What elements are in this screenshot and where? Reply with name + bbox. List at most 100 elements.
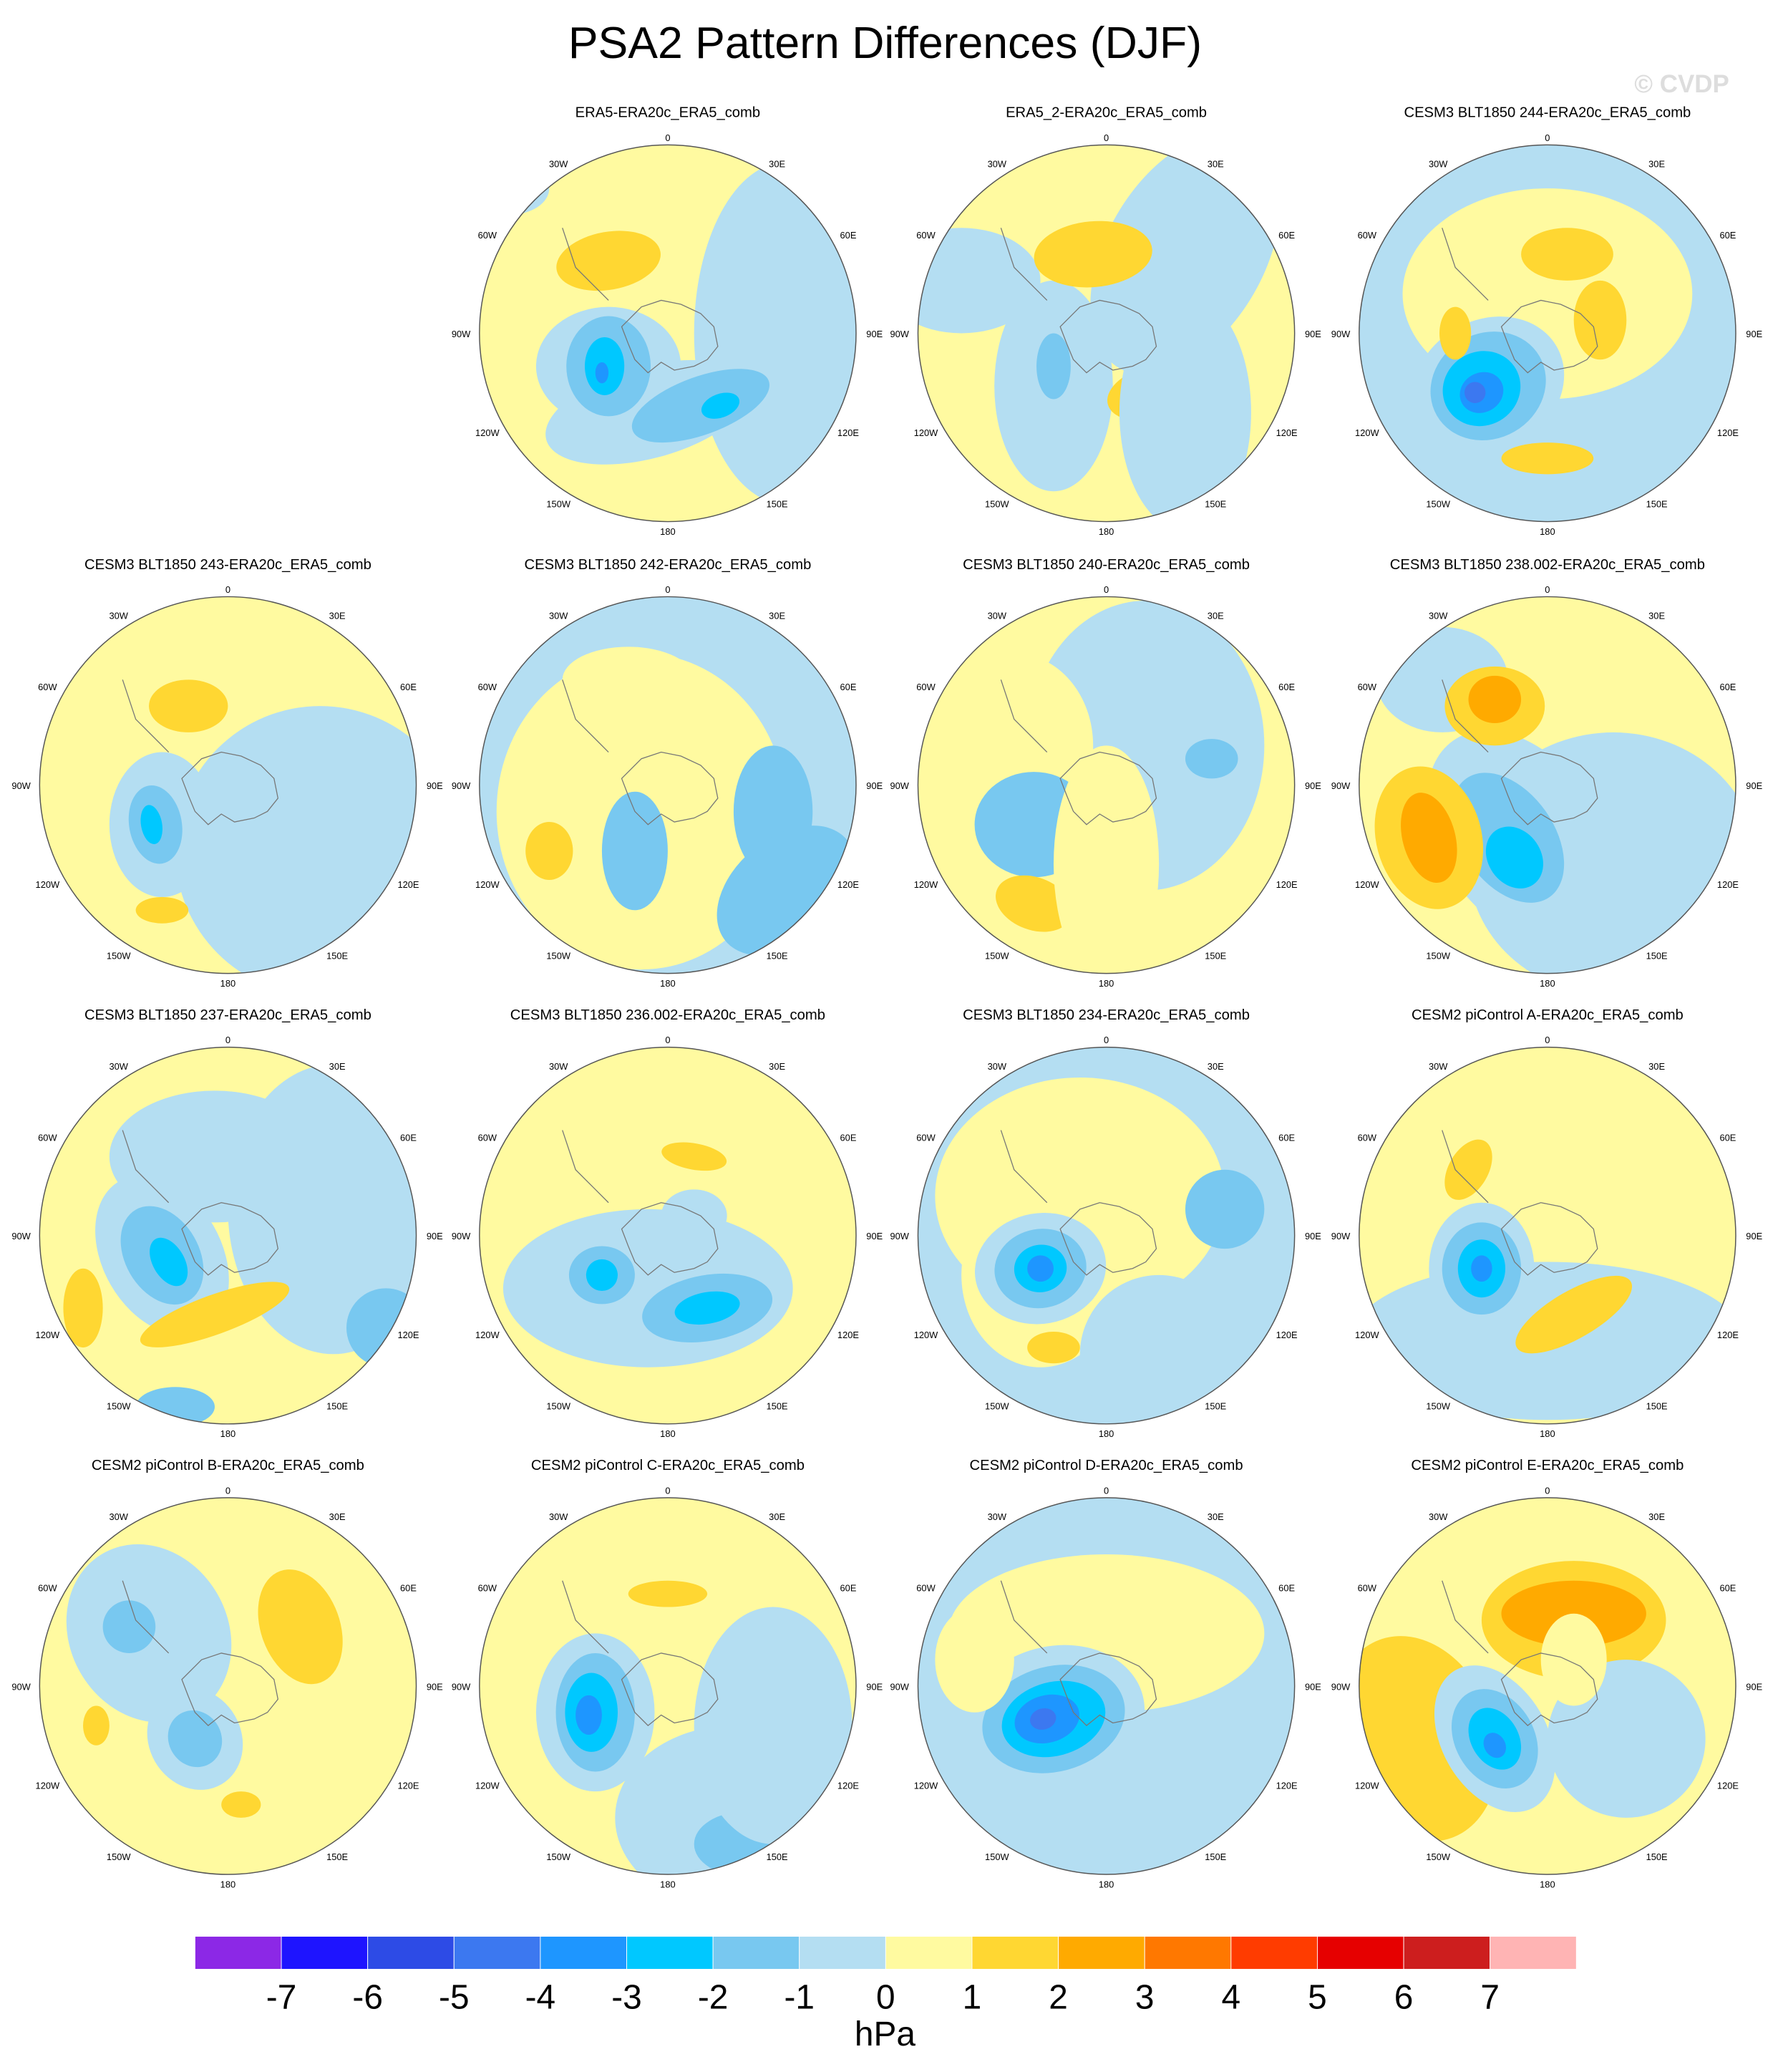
longitude-label: 30E [1648, 159, 1665, 170]
longitude-label: 0 [1104, 1035, 1109, 1045]
longitude-label: 120W [1355, 427, 1379, 438]
coastline [1500, 299, 1598, 374]
panel-title: CESM3 BLT1850 238.002-ERA20c_ERA5_comb [1390, 557, 1705, 573]
longitude-label: 90W [890, 329, 909, 339]
figure-title: PSA2 Pattern Differences (DJF) [568, 18, 1202, 68]
contour-region [674, 1291, 740, 1325]
longitude-label: 90E [866, 1231, 883, 1241]
longitude-label: 150E [767, 498, 788, 509]
longitude-label: 30W [1429, 1511, 1448, 1522]
longitude-label: 60E [1278, 682, 1295, 692]
longitude-label: 60W [1358, 1582, 1377, 1593]
colorbar-box [194, 1936, 282, 1970]
coastline [1442, 679, 1489, 752]
longitude-label: 120E [1276, 427, 1298, 438]
longitude-label: 150W [107, 1401, 131, 1412]
colorbar-box [540, 1936, 627, 1970]
longitude-label: 150W [985, 498, 1009, 509]
longitude-label: 150W [546, 1401, 570, 1412]
colorbar-tick-label: 3 [1135, 1979, 1155, 2017]
contour-region [661, 1142, 727, 1171]
coastline [1000, 1580, 1048, 1654]
panel-title: ERA5_2-ERA20c_ERA5_comb [1006, 105, 1207, 121]
coastline [1442, 228, 1489, 301]
coastline [1059, 299, 1157, 374]
longitude-label: 150E [1205, 498, 1226, 509]
contour-region [694, 1607, 852, 1844]
contour-region [1079, 1274, 1238, 1424]
map-border [39, 1046, 417, 1425]
map-border [917, 1046, 1296, 1425]
longitude-label: 30E [1208, 1061, 1224, 1072]
colorbar-tick-label: -7 [266, 1979, 297, 2017]
contour-region [631, 369, 769, 443]
contour-region [1468, 675, 1522, 724]
panel-title: CESM2 piControl B-ERA20c_ERA5_comb [92, 1458, 364, 1473]
longitude-label: 60E [400, 1132, 417, 1143]
longitude-label: 120W [914, 1330, 938, 1340]
longitude-label: 120W [475, 1330, 500, 1340]
longitude-label: 0 [1545, 132, 1550, 143]
longitude-label: 120W [914, 427, 938, 438]
longitude-label: 30W [988, 1061, 1007, 1072]
longitude-label: 30E [1208, 159, 1224, 170]
panel-title: CESM3 BLT1850 244-ERA20c_ERA5_comb [1404, 105, 1691, 121]
contour-region [135, 896, 189, 924]
longitude-label: 150W [1426, 950, 1450, 961]
longitude-label: 180 [1099, 1428, 1114, 1439]
contour-region [935, 1607, 1014, 1713]
coastline [1059, 751, 1157, 826]
contour-region [1439, 306, 1472, 360]
longitude-label: 90W [452, 780, 471, 791]
map-border [1359, 596, 1736, 974]
longitude-label: 60E [1278, 230, 1295, 241]
longitude-label: 90E [866, 329, 883, 339]
colorbar-box [1230, 1936, 1318, 1970]
map-panel: CESM2 piControl A-ERA20c_ERA5_comb 0 30E 60… [1331, 1007, 1763, 1439]
longitude-label: 150W [1426, 1401, 1450, 1412]
map-border [917, 596, 1296, 974]
longitude-label: 150E [767, 1851, 788, 1862]
map-border [479, 1497, 857, 1875]
contours [502, 1142, 793, 1367]
longitude-label: 150E [326, 1401, 348, 1412]
longitude-label: 90W [452, 1681, 471, 1692]
contour-region [1515, 1275, 1633, 1354]
longitude-label: 150E [1646, 1401, 1668, 1412]
contour-region [149, 679, 228, 732]
longitude-label: 150E [1205, 1851, 1226, 1862]
colorbar-tick-label: 7 [1480, 1979, 1500, 2017]
longitude-label: 90W [1331, 329, 1351, 339]
longitude-label: 180 [1099, 526, 1114, 537]
contours [918, 145, 1281, 522]
longitude-label: 0 [1545, 1035, 1550, 1045]
map-panel: CESM3 BLT1850 242-ERA20c_ERA5_comb 0 30E 60… [452, 557, 883, 989]
contour-region [1030, 1708, 1056, 1730]
longitude-label: 120W [914, 1780, 938, 1791]
coastline [122, 679, 170, 752]
longitude-label: 120W [1355, 879, 1379, 890]
longitude-label: 60W [1358, 1132, 1377, 1143]
longitude-label: 150W [1426, 498, 1450, 509]
map-border [917, 1497, 1296, 1875]
longitude-label: 30W [988, 611, 1007, 621]
contour-region [1053, 745, 1160, 974]
longitude-label: 0 [225, 584, 230, 595]
longitude-label: 90W [452, 1231, 471, 1241]
longitude-label: 30E [769, 159, 785, 170]
panel-title: CESM2 piControl C-ERA20c_ERA5_comb [531, 1458, 805, 1473]
longitude-label: 150E [326, 950, 348, 961]
longitude-label: 0 [1104, 132, 1109, 143]
coastline [1059, 1652, 1157, 1726]
colorbar-tick-label: 0 [876, 1979, 895, 2017]
contours [479, 596, 857, 974]
longitude-label: 150E [1646, 1851, 1668, 1862]
longitude-label: 60W [478, 682, 497, 692]
longitude-label: 90E [427, 780, 443, 791]
longitude-label: 90W [452, 329, 471, 339]
coastline [562, 1580, 609, 1654]
longitude-label: 60W [916, 230, 936, 241]
longitude-label: 0 [225, 1035, 230, 1045]
map-border [1359, 144, 1736, 523]
colorbar-tick-label: -4 [525, 1979, 556, 2017]
